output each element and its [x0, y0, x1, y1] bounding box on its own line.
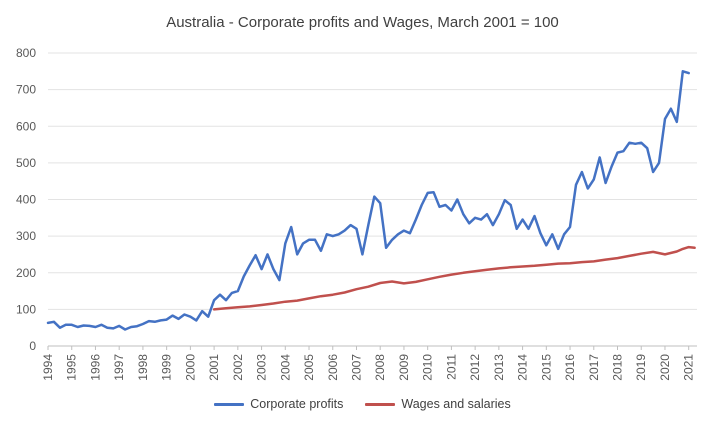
- x-tick-label: 1996: [88, 354, 102, 381]
- x-tick-label: 2018: [611, 354, 625, 381]
- x-tick-label: 2016: [563, 354, 577, 381]
- y-tick-label: 300: [16, 229, 36, 243]
- x-tick-label: 2010: [421, 354, 435, 381]
- x-tick-label: 1995: [65, 354, 79, 381]
- x-tick-label: 2000: [183, 354, 197, 381]
- x-tick-label: 2012: [468, 354, 482, 381]
- x-tick-label: 2014: [516, 354, 530, 381]
- x-tick-label: 2007: [349, 354, 363, 381]
- y-tick-label: 100: [16, 302, 36, 316]
- x-tick-label: 2013: [492, 354, 506, 381]
- y-tick-label: 600: [16, 119, 36, 133]
- y-tick-label: 200: [16, 266, 36, 280]
- x-tick-label: 1994: [41, 354, 55, 381]
- series-lines: [46, 70, 696, 331]
- x-tick-label: 1999: [160, 354, 174, 381]
- x-tick-label: 2015: [539, 354, 553, 381]
- legend-item-wages-and-salaries: Wages and salaries: [365, 397, 511, 411]
- x-tick-label: 2006: [326, 354, 340, 381]
- x-tick-label: 1998: [136, 354, 150, 381]
- legend: Corporate profits Wages and salaries: [0, 397, 725, 411]
- x-tick-label: 2001: [207, 354, 221, 381]
- x-tick-label: 2003: [255, 354, 269, 381]
- x-tick-label: 2008: [373, 354, 387, 381]
- x-tick-label: 2017: [587, 354, 601, 381]
- y-tick-label: 800: [16, 46, 36, 60]
- x-tick-label: 2002: [231, 354, 245, 381]
- series-line-corporate-profits: [46, 70, 690, 331]
- legend-item-corporate-profits: Corporate profits: [214, 397, 343, 411]
- x-tick-label: 2011: [444, 354, 458, 380]
- chart-title: Australia - Corporate profits and Wages,…: [166, 14, 559, 31]
- x-axis: 1994 1995 1996 1997 1998 1999 2000 2001 2002 2003…: [41, 346, 696, 381]
- x-tick-label: 1997: [112, 354, 126, 381]
- legend-label-wages-and-salaries: Wages and salaries: [401, 397, 511, 411]
- legend-label-corporate-profits: Corporate profits: [250, 397, 344, 411]
- legend-swatch-corporate-profits: [214, 402, 245, 406]
- x-tick-label: 2009: [397, 354, 411, 381]
- y-tick-label: 700: [16, 83, 36, 97]
- y-tick-label: 400: [16, 193, 36, 207]
- x-tick-label: 2005: [302, 354, 316, 381]
- x-tick-label: 2004: [278, 354, 292, 381]
- series-line-wages-and-salaries: [212, 245, 696, 311]
- y-tick-label: 0: [29, 339, 36, 353]
- legend-swatch-wages-and-salaries: [365, 402, 396, 406]
- x-tick-label: 2019: [634, 354, 648, 381]
- x-tick-label: 2021: [682, 354, 696, 381]
- y-axis: 0 100 200 300 400 500 600 700 800: [16, 46, 36, 353]
- y-tick-label: 500: [16, 156, 36, 170]
- x-tick-label: 2020: [658, 354, 672, 381]
